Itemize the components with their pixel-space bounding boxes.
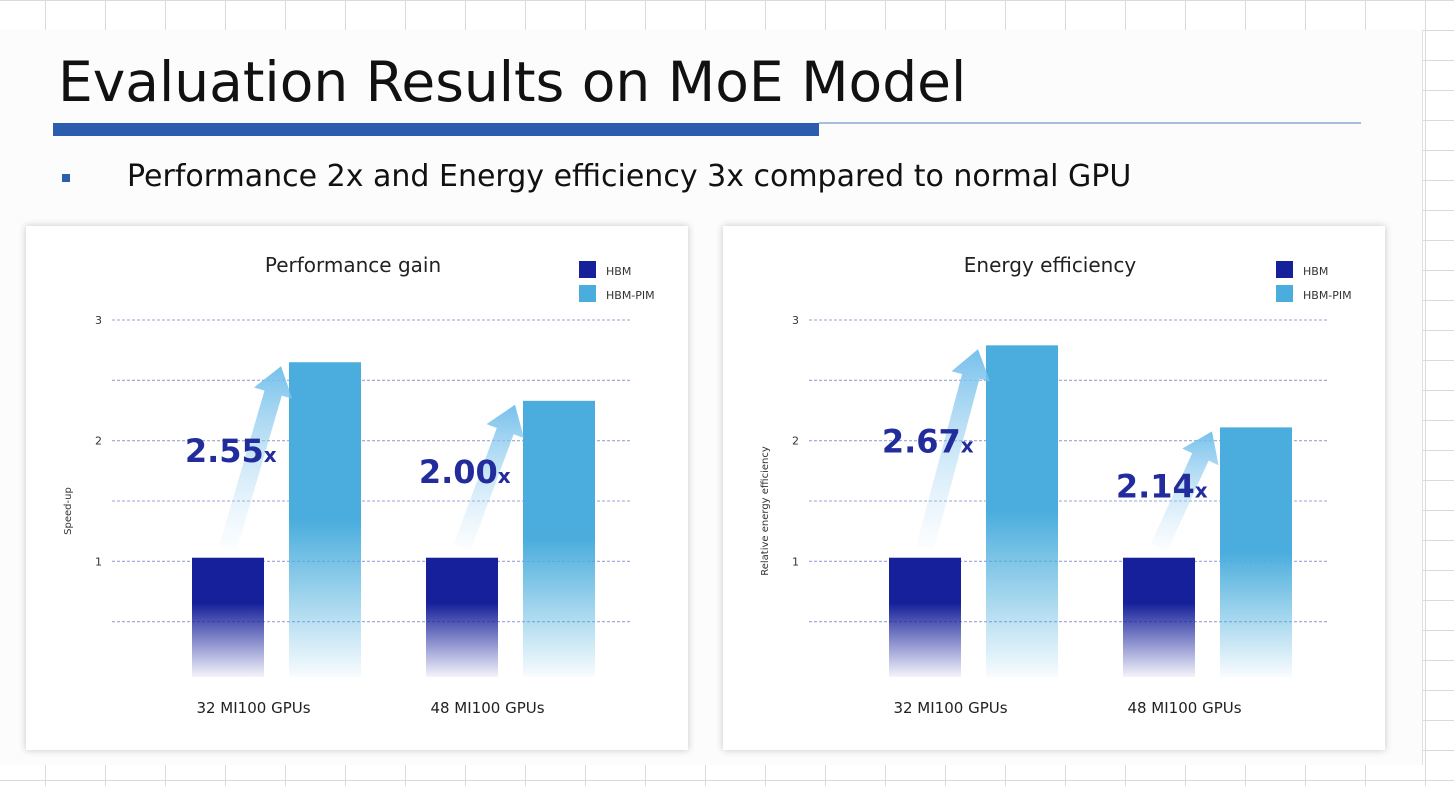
legend-swatch-hbm [1276, 261, 1293, 278]
gain-arrow-48-mi100-gpus [1150, 431, 1219, 552]
energy-efficiency-chart: Energy efficiency HBM HBM-PIM 1 2 3 Relative e… [760, 253, 1352, 717]
y-tick-label: 3 [792, 314, 799, 327]
gain-value: 2.14 [1116, 468, 1195, 506]
slide: Evaluation Results on MoE Model Performa… [0, 30, 1423, 765]
gain-annotation-32-mi100-gpus: 2.67x [882, 423, 974, 461]
x-category-label: 48 MI100 GPUs [430, 699, 544, 717]
bar-hbm-48-mi100-gpus [1123, 557, 1195, 677]
performance-gain-chart: Performance gain HBM HBM-PIM 1 2 3 Speed-up 2.5… [63, 253, 655, 717]
bar-hbm-48-mi100-gpus [426, 557, 498, 677]
bar-hbm-32-mi100-gpus [889, 557, 961, 677]
bullet-text: Performance 2x and Energy efficiency 3x … [127, 159, 1132, 194]
x-category-label: 48 MI100 GPUs [1127, 699, 1241, 717]
bar-hbm-pim-32-mi100-gpus [289, 362, 361, 677]
bar-hbm-pim-48-mi100-gpus [523, 400, 595, 677]
bar-hbm-32-mi100-gpus [192, 557, 264, 677]
legend-swatch-hbm [579, 261, 596, 278]
bar-hbm-pim-32-mi100-gpus [986, 345, 1058, 677]
gain-unit: x [961, 434, 974, 458]
gain-annotation-32-mi100-gpus: 2.55x [185, 432, 277, 470]
y-axis-label: Relative energy efficiency [760, 446, 771, 576]
gain-value: 2.00 [419, 453, 498, 491]
x-category-label: 32 MI100 GPUs [196, 699, 310, 717]
legend-label-hbm-pim: HBM-PIM [1303, 289, 1352, 302]
y-tick-label: 3 [95, 314, 102, 327]
legend-label-hbm-pim: HBM-PIM [606, 289, 655, 302]
gain-unit: x [1195, 479, 1208, 503]
gain-arrow-48-mi100-gpus [453, 404, 524, 551]
x-category-label: 32 MI100 GPUs [893, 699, 1007, 717]
y-tick-label: 1 [792, 555, 799, 568]
gain-unit: x [264, 443, 277, 467]
gain-value: 2.67 [882, 423, 961, 461]
y-tick-label: 2 [95, 435, 102, 448]
gain-arrow-32-mi100-gpus [916, 349, 991, 550]
bullet-marker [62, 174, 70, 182]
gain-annotation-48-mi100-gpus: 2.14x [1116, 468, 1208, 506]
legend-label-hbm: HBM [606, 265, 631, 278]
legend-swatch-hbm-pim [579, 285, 596, 302]
bar-hbm-pim-48-mi100-gpus [1220, 427, 1292, 677]
legend-swatch-hbm-pim [1276, 285, 1293, 302]
gain-arrow-32-mi100-gpus [219, 366, 293, 551]
chart-title: Performance gain [265, 253, 441, 277]
performance-chart-panel: Performance gain HBM HBM-PIM 1 2 3 Speed-up 2.5… [26, 226, 688, 750]
title-underline-accent [53, 123, 819, 136]
chart-title: Energy efficiency [964, 253, 1137, 277]
title-underline-thin [819, 122, 1361, 124]
gain-annotation-48-mi100-gpus: 2.00x [419, 453, 511, 491]
y-tick-label: 1 [95, 555, 102, 568]
y-axis-label: Speed-up [63, 487, 74, 535]
legend-label-hbm: HBM [1303, 265, 1328, 278]
y-tick-label: 2 [792, 435, 799, 448]
slide-title: Evaluation Results on MoE Model [58, 50, 967, 114]
energy-chart-panel: Energy efficiency HBM HBM-PIM 1 2 3 Relative e… [723, 226, 1385, 750]
gain-value: 2.55 [185, 432, 264, 470]
gain-unit: x [498, 464, 511, 488]
